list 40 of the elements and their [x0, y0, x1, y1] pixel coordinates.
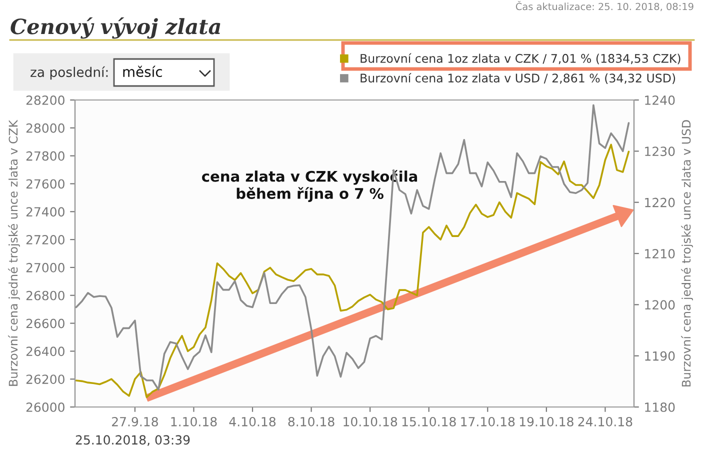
x-tick-label: 15.10.18 [402, 416, 456, 426]
x-tick-label: 19.10.18 [520, 416, 574, 426]
y-tick-label: 26000 [26, 402, 64, 412]
text: 25.10.2018, 03:39 [76, 435, 190, 446]
line-series [75, 144, 630, 398]
y2-axis-title: Burzovní cena jedné trojské unce zlata v USD [681, 120, 693, 386]
legend-label: Burzovní cena 1oz zlata v CZK / 7,01 % (1834,53 CZK) [360, 53, 680, 64]
x-tick-label: 8.10.18 [288, 416, 334, 426]
y-tick-label: 27000 [26, 262, 64, 272]
y2-tick-label: 1240 [645, 95, 675, 105]
y-tick-label: 26200 [26, 374, 64, 384]
y-tick-label: 27800 [26, 151, 64, 161]
y-tick-label: 26600 [26, 318, 64, 328]
y2-tick-label: 1200 [645, 300, 675, 310]
y2-tick-label: 1230 [645, 146, 675, 156]
x-tick-label: 1.10.18 [171, 416, 217, 426]
legend-label: Burzovní cena 1oz zlata v USD / 2,861 % (34,32 USD) [360, 72, 676, 84]
text: za poslední: [30, 66, 108, 80]
y-tick-label: 28000 [26, 123, 64, 133]
x-tick-label: 4.10.18 [229, 416, 276, 426]
x-tick-label: 10.10.18 [344, 416, 398, 426]
y-tick-label: 27400 [26, 207, 64, 217]
y-tick-label: 26400 [26, 346, 64, 356]
y-tick-label: 28200 [26, 95, 64, 105]
text: Čas aktualizace: 25. 10. 2018, 08:19 [516, 1, 694, 12]
y2-tick-label: 1190 [645, 351, 675, 361]
y2-tick-label: 1220 [645, 198, 675, 208]
y-tick-label: 27600 [26, 179, 64, 189]
y-tick-label: 27200 [26, 235, 64, 244]
x-tick-label: 27.9.18 [112, 416, 158, 426]
line-series [75, 104, 630, 391]
x-tick-label: 17.10.18 [461, 416, 515, 426]
y-axis-title: Burzovní cena jedné trojské unce zlata v CZK [8, 120, 20, 386]
chart-title: Cenový vývoj zlata [10, 17, 220, 39]
x-tick-label: 24.10.18 [578, 416, 632, 426]
y2-tick-label: 1210 [645, 248, 675, 258]
annotation: cena zlata v CZK vyskočila během října o 7 % [202, 170, 418, 202]
y2-tick-label: 1180 [645, 402, 675, 412]
y-tick-label: 26800 [26, 290, 64, 300]
text: měsíc [123, 66, 162, 78]
